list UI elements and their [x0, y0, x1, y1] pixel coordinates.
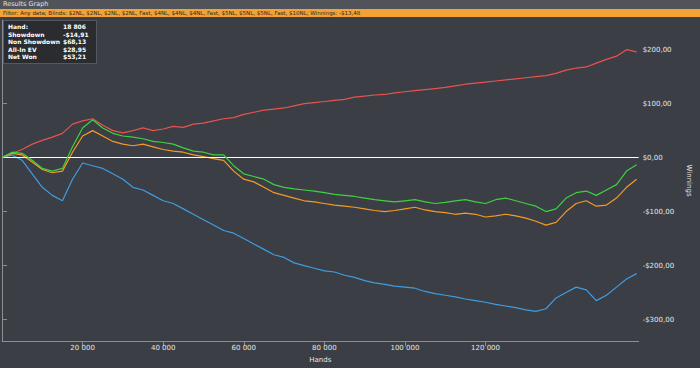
svg-text:-$100,00: -$100,00	[643, 208, 674, 216]
html-text:Filter: Any data; Blinds: $2NL: Filter: Any data; Blinds: $2NL, $2NL, $2…	[3, 10, 361, 16]
html-text:Showdown: Showdown	[8, 30, 45, 38]
svg-text:$200,00: $200,00	[643, 46, 672, 54]
svg-text:Winnings: Winnings	[685, 165, 693, 197]
svg-text:-$300,00: -$300,00	[643, 316, 674, 324]
html-text:Results Graph: Results Graph	[3, 0, 49, 8]
svg-text:$100,00: $100,00	[643, 100, 672, 108]
html-text:-$14,91: -$14,91	[63, 30, 89, 38]
html-text:18 806: 18 806	[63, 23, 86, 30]
html-text:All-In EV: All-In EV	[8, 45, 37, 53]
html-text:$28,95: $28,95	[63, 45, 87, 53]
svg-text:$0,00: $0,00	[643, 154, 663, 162]
html-text:$53,21: $53,21	[63, 53, 87, 60]
svg-text:-$200,00: -$200,00	[643, 262, 674, 270]
svg-text:80 000: 80 000	[312, 344, 337, 352]
svg-text:120 000: 120 000	[471, 344, 500, 352]
svg-text:60 000: 60 000	[232, 344, 257, 352]
html-text:Net Won: Net Won	[8, 53, 37, 60]
svg-text:40 000: 40 000	[151, 344, 176, 352]
html-text:Non Showdown: Non Showdown	[8, 38, 60, 45]
html-text:Hand:: Hand:	[8, 23, 28, 30]
html-text:$68,13: $68,13	[63, 38, 87, 45]
svg-text:20 000: 20 000	[70, 344, 95, 352]
svg-text:100 000: 100 000	[390, 344, 419, 352]
svg-text:Hands: Hands	[309, 356, 331, 364]
